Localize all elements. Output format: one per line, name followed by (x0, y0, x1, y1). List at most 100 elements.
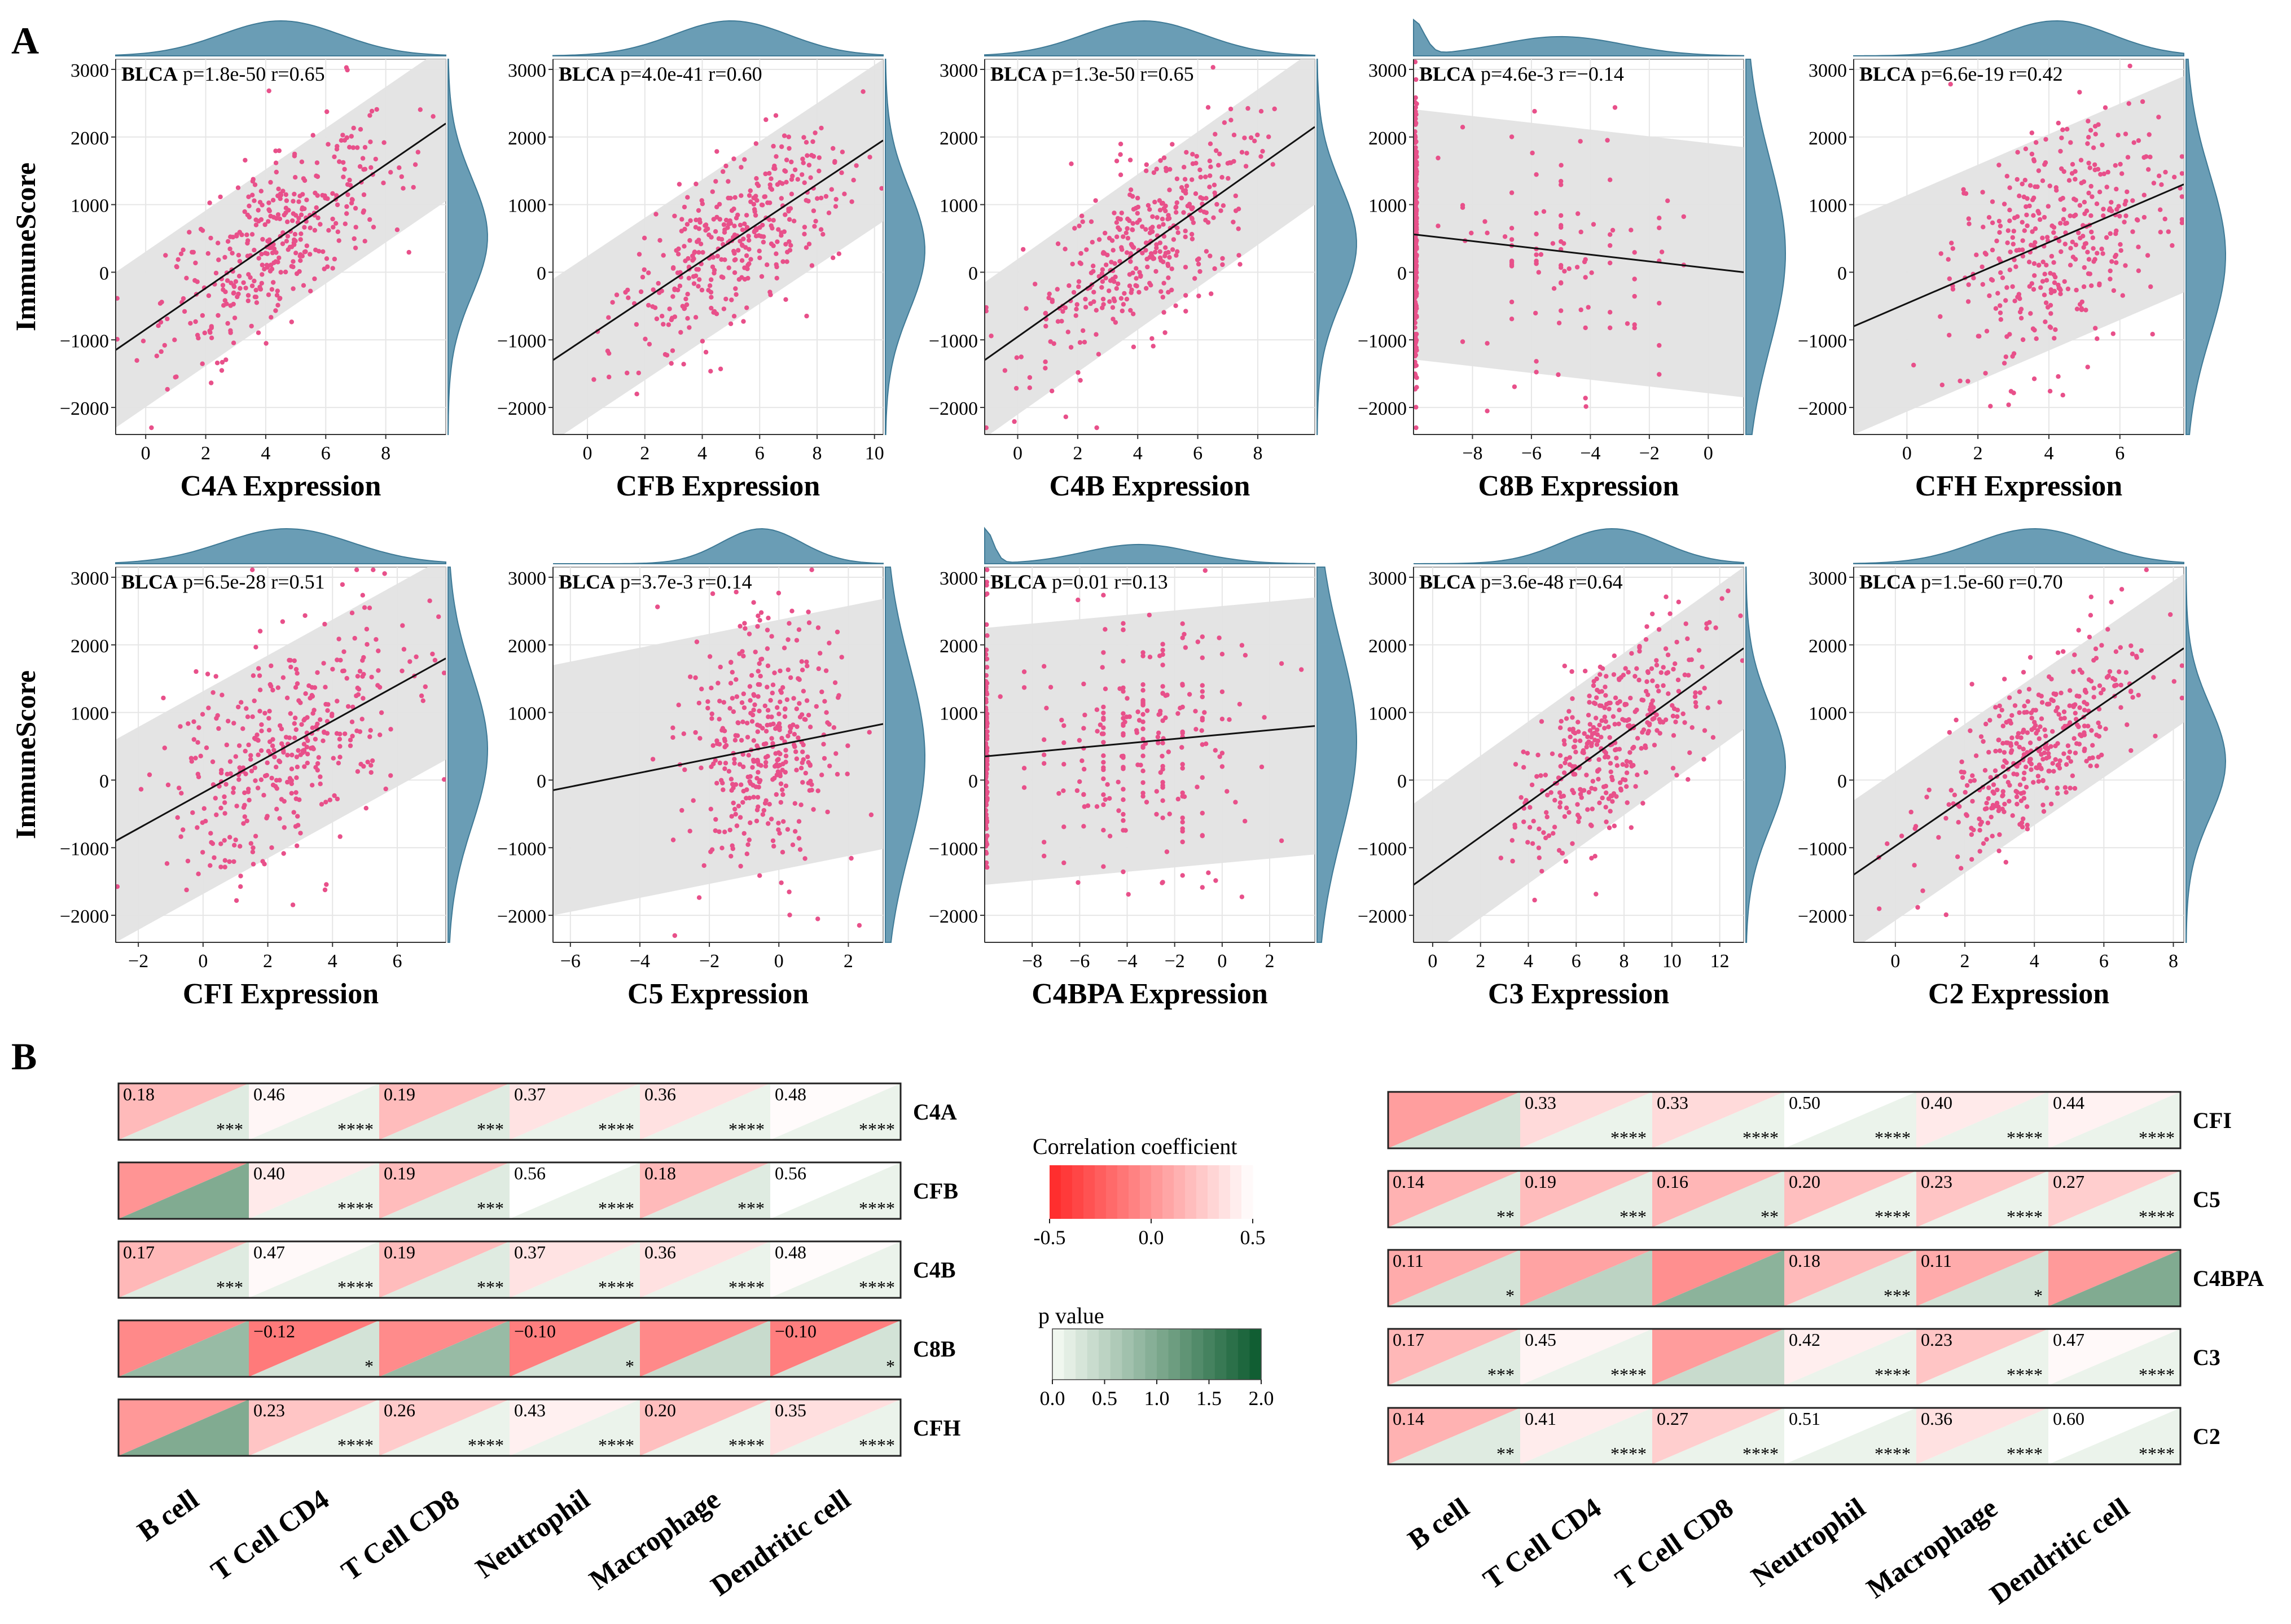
data-point (1125, 235, 1131, 241)
heatmap-row-label: C8B (913, 1336, 956, 1362)
data-point (786, 134, 792, 139)
data-point (1525, 840, 1530, 845)
data-point (757, 723, 762, 728)
heatmap-corr-value: 0.37 (514, 1084, 546, 1104)
data-point (1701, 757, 1706, 762)
data-point (1575, 802, 1580, 807)
data-point (2141, 214, 2147, 220)
x-tick-label: −4 (1117, 951, 1137, 972)
data-point (270, 743, 275, 748)
data-point (985, 309, 989, 314)
data-point (276, 186, 281, 191)
data-point (1043, 359, 1048, 365)
stats-annotation: BLCA p=0.01 r=0.13 (990, 570, 1168, 593)
x-axis-label: CFH Expression (1915, 470, 2123, 502)
data-point (1154, 242, 1159, 247)
data-point (441, 777, 446, 782)
data-point (772, 775, 777, 781)
data-point (264, 341, 269, 346)
data-point (1965, 299, 1971, 304)
data-point (315, 193, 320, 198)
data-point (1091, 269, 1096, 274)
data-point (2038, 724, 2043, 730)
data-point (349, 197, 355, 202)
cancer-label: BLCA (1419, 570, 1476, 593)
data-point (322, 266, 327, 271)
heatmap-legends: Correlation coefficient-0.5 0.0 0.5p value… (1033, 1134, 1274, 1410)
heatmap-p-cell (1784, 1329, 1916, 1385)
heatmap-p-cell (118, 1320, 249, 1377)
data-point (268, 262, 274, 267)
data-point (1101, 704, 1106, 710)
data-point (745, 266, 750, 271)
data-point (1061, 824, 1066, 829)
corr-legend-swatch (1151, 1165, 1163, 1219)
data-point (747, 247, 752, 252)
data-point (1197, 167, 1202, 173)
heatmap-p-cell (379, 1399, 510, 1456)
data-point (2073, 710, 2078, 716)
data-point (775, 182, 780, 187)
data-point (165, 782, 171, 788)
heatmap-corr-value: 0.33 (1525, 1092, 1556, 1113)
data-point (751, 708, 756, 713)
data-point (1114, 159, 1120, 164)
data-point (159, 349, 164, 354)
data-point (1140, 251, 1145, 256)
data-point (2062, 279, 2067, 284)
data-point (1986, 215, 1992, 220)
data-point (1012, 419, 1017, 424)
data-point (670, 294, 675, 299)
data-point (2087, 165, 2092, 170)
data-point (252, 248, 257, 253)
data-point (1612, 653, 1617, 659)
data-point (780, 685, 785, 690)
data-point (280, 619, 286, 624)
data-point (623, 289, 628, 295)
data-point (1485, 230, 1490, 235)
data-point (1994, 238, 1999, 244)
data-point (1996, 218, 2002, 224)
data-point (324, 882, 329, 887)
heatmap-p-stars: **** (337, 1119, 374, 1139)
data-point (323, 701, 328, 707)
data-point (835, 771, 840, 777)
data-point (256, 666, 261, 671)
data-point (1676, 599, 1681, 605)
data-point (2059, 249, 2064, 254)
data-point (1219, 175, 1224, 180)
data-point (2097, 283, 2102, 288)
x-tick-label: 6 (2099, 951, 2109, 972)
data-point (297, 194, 302, 199)
data-point (250, 849, 256, 855)
data-point (717, 699, 722, 704)
data-point (1625, 321, 1630, 326)
data-point (1209, 291, 1214, 296)
data-point (1576, 819, 1581, 824)
data-point (678, 330, 683, 335)
data-point (1959, 866, 1964, 871)
data-point (1556, 372, 1561, 378)
data-point (776, 590, 782, 596)
data-point (699, 686, 704, 692)
data-point (1213, 131, 1218, 137)
data-point (1061, 762, 1066, 767)
heatmap-p-stars: **** (1610, 1127, 1647, 1148)
data-point (2029, 767, 2034, 773)
y-tick-label: −1000 (1358, 839, 1407, 859)
data-point (248, 275, 253, 280)
data-point (406, 249, 411, 255)
heatmap-corr-value: 0.48 (775, 1242, 806, 1262)
data-point (165, 387, 170, 392)
data-point (1124, 296, 1130, 302)
heatmap-row-c4b: 0.17***0.47****0.19***0.37****0.36****0.… (117, 1240, 956, 1299)
data-point (1173, 303, 1178, 308)
data-point (1192, 276, 1197, 281)
data-point (1629, 763, 1634, 769)
data-point (1629, 825, 1634, 830)
data-point (2025, 750, 2030, 755)
data-point (1099, 731, 1105, 736)
cancer-label: BLCA (990, 63, 1047, 85)
data-point (289, 264, 294, 269)
data-point (2031, 243, 2037, 248)
